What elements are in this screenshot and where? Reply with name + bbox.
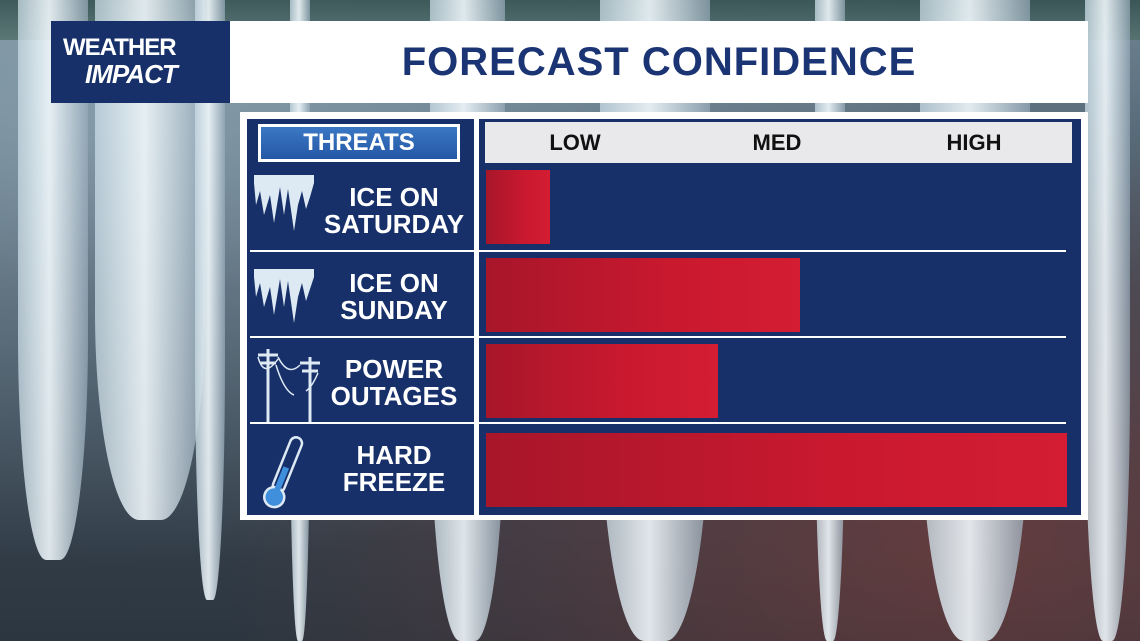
scale-header: LOW MED HIGH	[485, 122, 1072, 163]
threats-header: THREATS	[258, 124, 460, 162]
confidence-panel: THREATS LOW MED HIGH ICE ON SATURDAY ICE…	[240, 112, 1088, 520]
weather-impact-logo: WEATHER IMPACT	[51, 21, 230, 103]
confidence-bar	[486, 258, 800, 332]
icicles-icon	[254, 269, 314, 323]
threat-label: POWER OUTAGES	[330, 354, 458, 411]
column-divider	[474, 112, 479, 520]
threat-label: HARD FREEZE	[342, 440, 446, 497]
logo-line2: IMPACT	[85, 59, 178, 89]
confidence-bar	[486, 344, 718, 418]
threat-row-ice-sunday: ICE ON SUNDAY	[250, 255, 472, 339]
threats-header-label: THREATS	[303, 129, 415, 156]
icicles-icon	[254, 175, 314, 231]
scale-label-low: LOW	[549, 130, 601, 155]
thermometer-icon	[263, 436, 304, 509]
logo-line1: WEATHER	[63, 34, 177, 61]
page-title: FORECAST CONFIDENCE	[401, 39, 917, 84]
threat-row-ice-saturday: ICE ON SATURDAY	[250, 169, 472, 253]
threat-label: ICE ON SUNDAY	[340, 268, 448, 325]
threat-row-hard-freeze: HARD FREEZE	[250, 427, 472, 511]
scale-label-high: HIGH	[946, 130, 1002, 155]
title-bar: FORECAST CONFIDENCE	[230, 21, 1088, 103]
icicle	[1085, 0, 1130, 641]
row-divider	[250, 336, 1066, 338]
row-divider	[250, 250, 1066, 252]
power-lines-icon	[257, 349, 320, 423]
scale-label-med: MED	[752, 130, 802, 155]
confidence-bar	[486, 433, 1067, 507]
row-divider	[250, 422, 1066, 424]
threat-row-power-outages: POWER OUTAGES	[250, 341, 472, 425]
confidence-bar	[486, 170, 550, 244]
threat-label: ICE ON SATURDAY	[323, 182, 465, 239]
